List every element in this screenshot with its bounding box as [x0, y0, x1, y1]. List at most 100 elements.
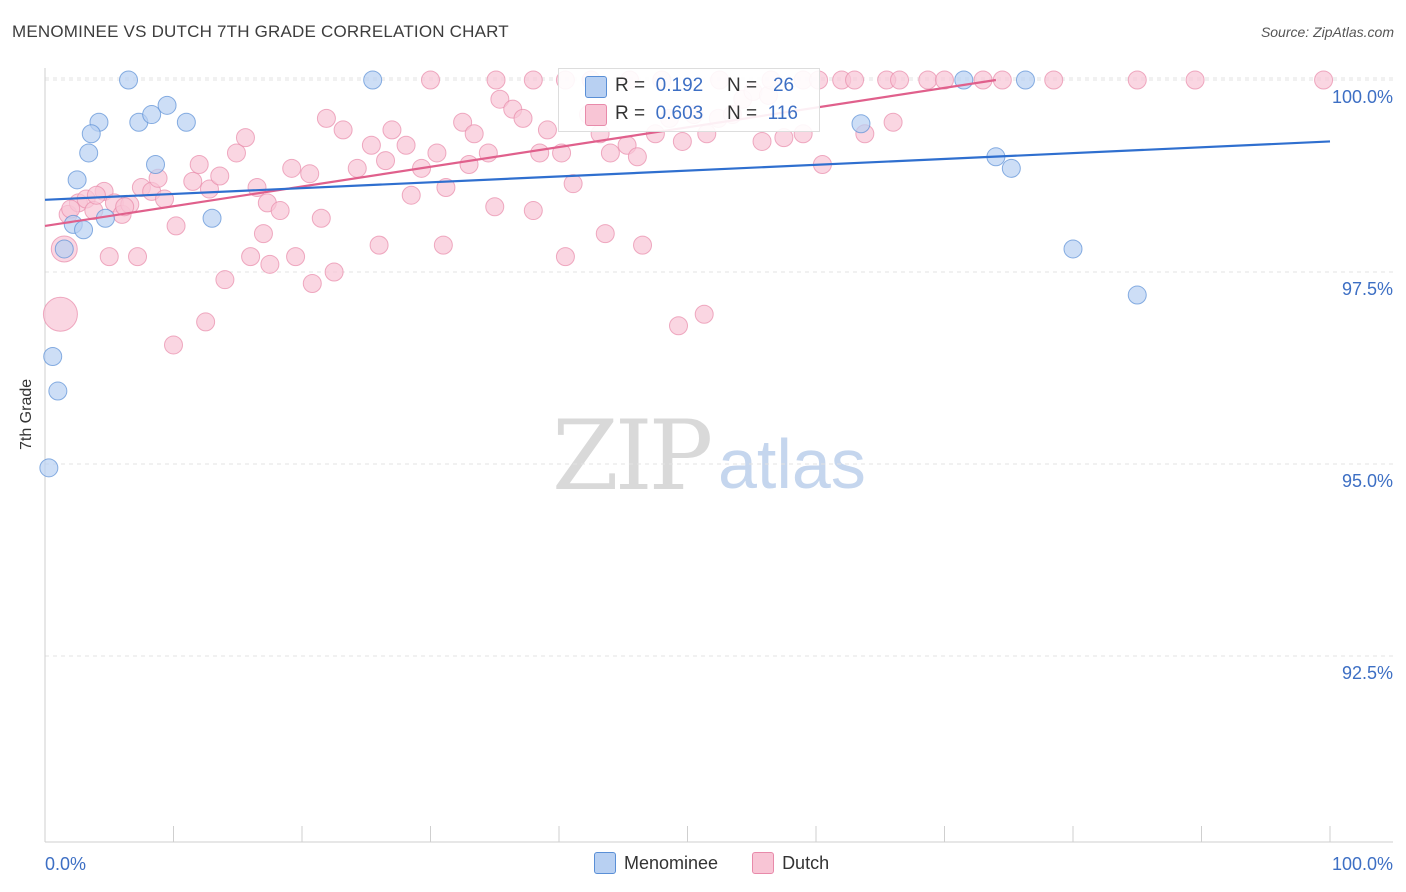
dutch-point	[490, 89, 510, 109]
menominee-swatch	[585, 76, 607, 98]
legend-item-menominee[interactable]: Menominee	[594, 852, 718, 874]
dutch-point	[189, 154, 209, 174]
dutch-point	[918, 70, 938, 90]
dutch-point	[1044, 70, 1064, 90]
dutch-point	[241, 247, 261, 267]
menominee-point	[1063, 239, 1083, 259]
dutch-point	[155, 189, 175, 209]
menominee-point	[363, 70, 383, 90]
dutch-point	[1127, 70, 1147, 90]
dutch-point	[302, 274, 322, 294]
menominee-point	[142, 105, 162, 125]
dutch-point	[215, 270, 235, 290]
bottom-legend: Menominee Dutch	[594, 852, 849, 874]
dutch-point	[669, 316, 689, 336]
dutch-point	[347, 158, 367, 178]
dutch-point	[369, 235, 389, 255]
menominee-point	[119, 70, 139, 90]
dutch-point	[427, 143, 447, 163]
menominee-point	[81, 124, 101, 144]
dutch-point	[600, 143, 620, 163]
dutch-point	[86, 185, 106, 205]
menominee-point	[1001, 158, 1021, 178]
legend-label-menominee: Menominee	[624, 852, 719, 873]
dutch-point	[401, 185, 421, 205]
dutch-point	[361, 135, 381, 155]
dutch-point	[128, 247, 148, 267]
r-label: R =	[615, 103, 646, 124]
menominee-point	[1127, 285, 1147, 305]
menominee-point	[79, 143, 99, 163]
dutch-point	[196, 312, 216, 332]
dutch-point	[324, 262, 344, 282]
menominee-point	[54, 239, 74, 259]
dutch-point	[530, 143, 550, 163]
dutch-swatch	[585, 104, 607, 126]
dutch-point	[382, 120, 402, 140]
dutch-point	[752, 131, 772, 151]
dutch-point	[270, 201, 290, 221]
menominee-trend-line	[44, 140, 1331, 201]
n-label: N =	[727, 103, 758, 124]
dutch-point	[485, 197, 505, 217]
r-label: R =	[615, 75, 646, 96]
dutch-point	[436, 178, 456, 198]
menominee-point	[67, 170, 87, 190]
dutch-point	[627, 147, 647, 167]
dutch-point	[845, 70, 865, 90]
dutch-point	[286, 247, 306, 267]
n-value: 116	[767, 103, 798, 124]
dutch-point	[376, 151, 396, 171]
dutch-point	[115, 197, 135, 217]
x-tick-label: 0.0%	[45, 854, 86, 874]
dutch-point	[523, 201, 543, 221]
legend-label-dutch: Dutch	[782, 852, 830, 873]
dutch-point	[396, 135, 416, 155]
dutch-point	[595, 224, 615, 244]
y-tick-label: 92.5%	[1342, 663, 1393, 683]
legend-item-dutch[interactable]: Dutch	[752, 852, 829, 874]
dutch-point	[311, 208, 331, 228]
dutch-trend-line	[44, 78, 997, 228]
dutch-point	[235, 128, 255, 148]
menominee-point	[146, 154, 166, 174]
menominee-point	[39, 458, 59, 478]
dutch-point	[672, 131, 692, 151]
dutch-point	[453, 112, 473, 132]
menominee-legend-swatch	[594, 852, 616, 874]
menominee-point	[48, 381, 68, 401]
menominee-point	[74, 220, 94, 240]
dutch-point	[563, 174, 583, 194]
n-label: N =	[727, 75, 758, 96]
watermark-zip: ZIP	[552, 400, 713, 512]
chart-title: MENOMINEE VS DUTCH 7TH GRADE CORRELATION…	[12, 22, 509, 41]
dutch-point	[333, 120, 353, 140]
dutch-point	[890, 70, 910, 90]
r-value: 0.192	[655, 75, 704, 96]
menominee-point	[202, 208, 222, 228]
stats-legend-box: R = 0.192 N = 26 R = 0.603 N = 116	[558, 68, 820, 132]
dutch-point	[166, 216, 186, 236]
dutch-point	[555, 247, 575, 267]
dutch-point	[537, 120, 557, 140]
dutch-point	[433, 235, 453, 255]
dutch-point	[1314, 70, 1334, 90]
menominee-point	[851, 114, 871, 134]
dutch-point	[226, 143, 246, 163]
dutch-point	[282, 158, 302, 178]
dutch-point	[183, 171, 203, 191]
dutch-point	[523, 70, 543, 90]
dutch-point	[42, 296, 78, 332]
dutch-point	[486, 70, 506, 90]
y-tick-label: 100.0%	[1332, 87, 1393, 107]
dutch-point	[164, 335, 183, 355]
dutch-point	[1185, 70, 1205, 90]
dutch-legend-swatch	[752, 852, 775, 874]
r-value: 0.603	[655, 103, 704, 124]
dutch-point	[633, 235, 653, 255]
dutch-point	[992, 70, 1012, 90]
menominee-point	[1015, 70, 1035, 90]
dutch-point	[210, 166, 230, 186]
menominee-point	[43, 346, 63, 366]
